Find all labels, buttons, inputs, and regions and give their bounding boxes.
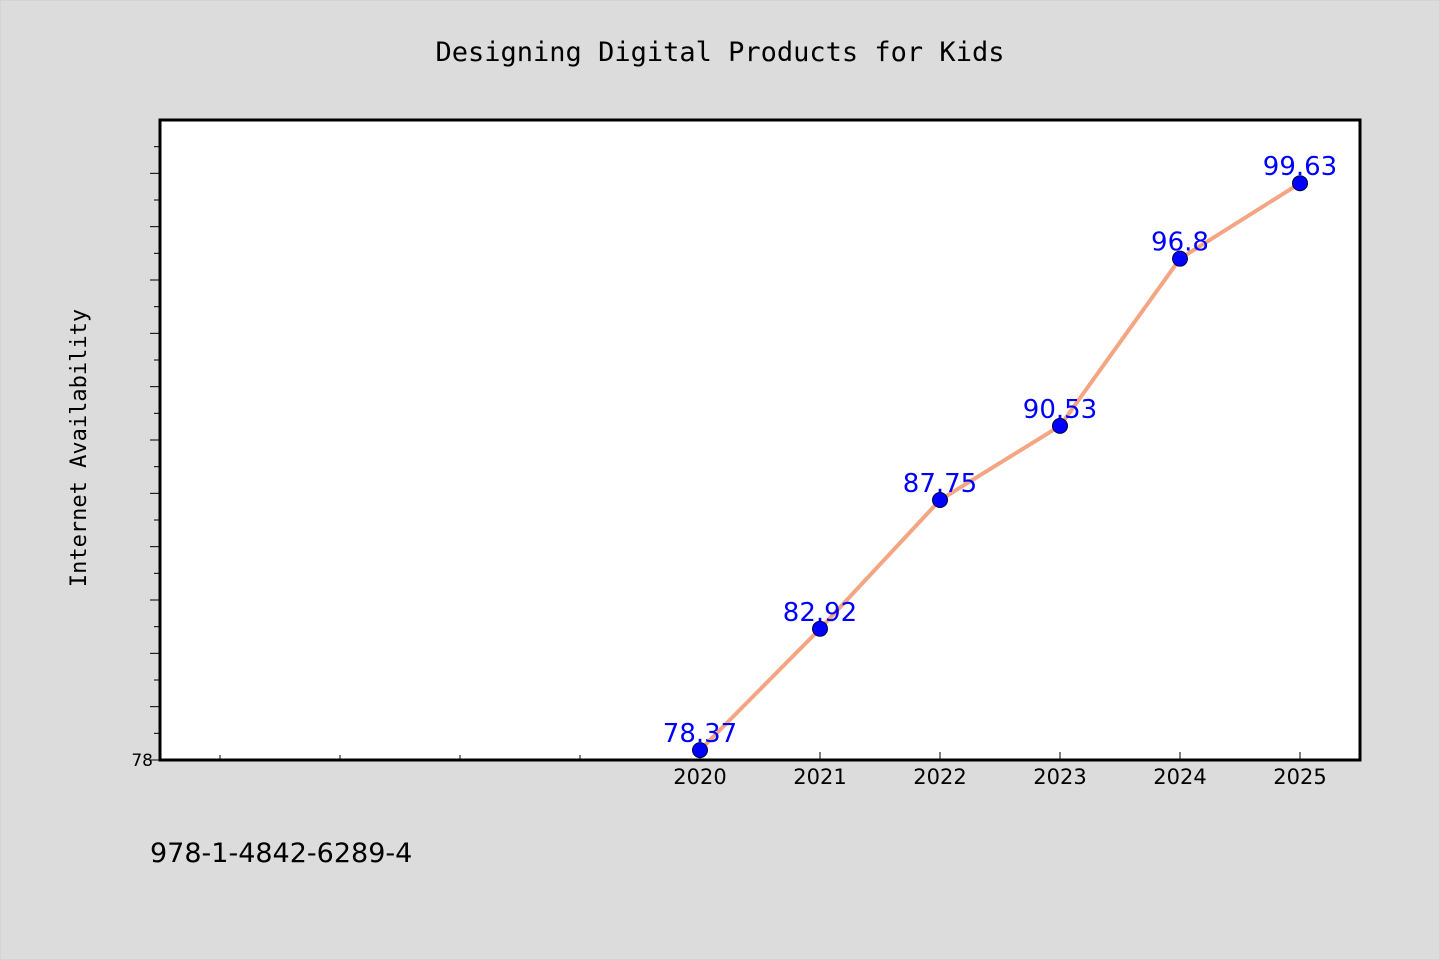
x-tick-label-2024: 2024: [1153, 765, 1206, 789]
data-point-2023: [1052, 417, 1068, 434]
data-label-2020: 78.37: [663, 719, 737, 749]
data-label-2023: 90.53: [1023, 395, 1097, 425]
x-tick-label-2022: 2022: [913, 765, 966, 789]
data-point-2021: [812, 620, 828, 637]
x-tick-label-2023: 2023: [1033, 765, 1086, 789]
series-line: [698, 181, 1302, 752]
x-tick-label-2020: 2020: [673, 765, 726, 789]
series-layer: [692, 175, 1308, 759]
plot-area: [160, 120, 1360, 760]
data-label-2022: 87.75: [903, 469, 977, 499]
chart-title: Designing Digital Products for Kids: [436, 37, 1005, 68]
data-point-2025: [1292, 175, 1308, 192]
x-tick-label-2025: 2025: [1273, 765, 1326, 789]
isbn-footer: 978-1-4842-6289-4: [150, 838, 412, 869]
axis-ticks: 2020 2021 2022 2023 2024 2025 78: [131, 146, 1327, 789]
y-axis-label: Internet Availability: [67, 309, 92, 587]
y-tick-label-78: 78: [131, 751, 153, 771]
data-point-2020: [692, 742, 708, 759]
x-tick-label-2021: 2021: [793, 765, 846, 789]
data-label-2024: 96.8: [1151, 228, 1209, 258]
plot-frame: [158, 118, 1362, 762]
data-point-2022: [932, 492, 948, 508]
data-point-2024: [1172, 250, 1188, 267]
data-label-2021: 82.92: [783, 598, 857, 628]
data-label-2025: 99.63: [1263, 152, 1337, 182]
data-labels: 78.37 82.92 87.75 90.53 96.8 99.63: [663, 152, 1337, 749]
